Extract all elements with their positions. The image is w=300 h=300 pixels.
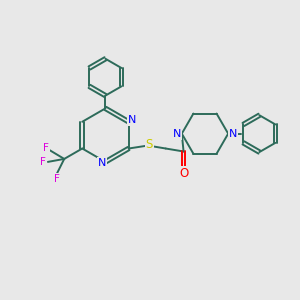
Text: O: O <box>179 167 188 180</box>
Text: N: N <box>98 158 106 168</box>
Text: F: F <box>40 157 46 167</box>
Text: F: F <box>43 142 49 153</box>
Text: S: S <box>146 138 153 151</box>
Text: N: N <box>173 129 182 139</box>
Text: F: F <box>54 174 60 184</box>
Text: N: N <box>228 129 237 139</box>
Text: N: N <box>128 115 136 125</box>
